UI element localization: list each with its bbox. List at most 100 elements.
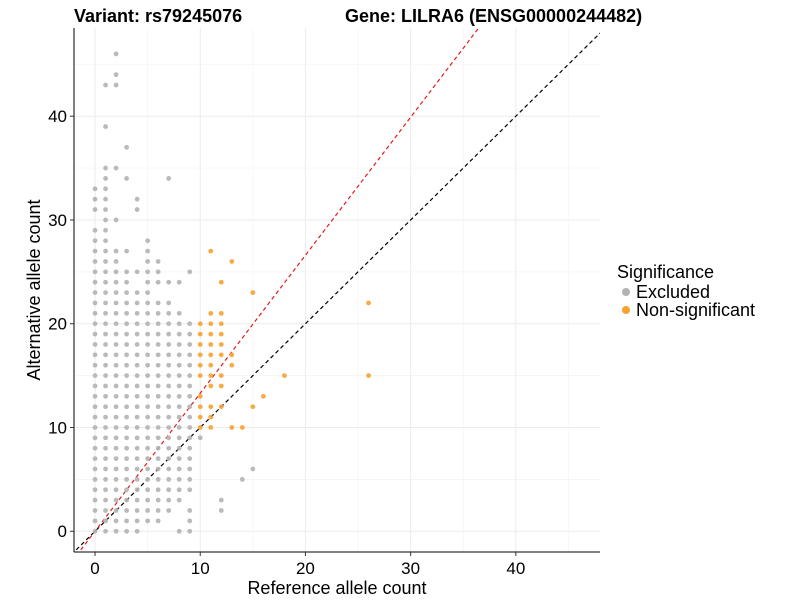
data-point-excluded — [113, 393, 119, 399]
data-point-excluded — [103, 445, 108, 451]
data-point-excluded — [145, 362, 151, 368]
data-point-excluded — [103, 518, 108, 524]
data-point-excluded — [124, 435, 129, 441]
data-point-excluded — [103, 414, 108, 420]
data-point-excluded — [103, 196, 108, 202]
data-point-excluded — [134, 518, 140, 524]
chart-title-gene: Gene: LILRA6 (ENSG00000244482) — [345, 6, 642, 26]
data-point-excluded — [92, 362, 98, 368]
data-point-excluded — [166, 425, 172, 430]
data-point-excluded — [166, 456, 172, 462]
data-point-excluded — [145, 321, 151, 327]
legend-label: Non-significant — [636, 300, 755, 320]
data-point-excluded — [134, 435, 140, 441]
data-point-excluded — [103, 321, 108, 327]
data-point-excluded — [166, 404, 172, 410]
x-tick-label: 30 — [401, 559, 420, 578]
data-point-excluded — [92, 383, 98, 389]
data-point-non-significant — [218, 352, 224, 358]
data-point-excluded — [166, 176, 172, 181]
data-point-non-significant — [229, 259, 235, 264]
data-point-excluded — [134, 196, 140, 202]
data-point-excluded — [134, 300, 140, 306]
data-point-excluded — [113, 456, 119, 462]
data-point-excluded — [134, 476, 140, 482]
data-point-non-significant — [208, 310, 214, 316]
y-tick-label: 10 — [48, 418, 67, 437]
data-point-excluded — [124, 518, 129, 524]
data-point-excluded — [103, 508, 108, 513]
y-tick-label: 30 — [48, 211, 67, 230]
data-point-excluded — [134, 373, 140, 379]
data-point-excluded — [103, 476, 108, 482]
data-point-excluded — [145, 331, 151, 337]
data-point-excluded — [155, 404, 161, 410]
data-point-excluded — [124, 248, 129, 254]
data-point-excluded — [187, 466, 193, 472]
data-point-excluded — [113, 269, 119, 275]
data-point-excluded — [134, 393, 140, 399]
data-point-excluded — [92, 445, 98, 451]
data-point-excluded — [187, 404, 193, 410]
data-point-excluded — [134, 321, 140, 327]
data-point-excluded — [113, 290, 119, 295]
data-point-excluded — [113, 248, 119, 254]
data-point-excluded — [145, 425, 151, 430]
data-point-excluded — [145, 404, 151, 410]
legend-key — [622, 288, 630, 296]
data-point-excluded — [176, 393, 182, 399]
data-point-non-significant — [208, 352, 214, 358]
data-point-excluded — [176, 404, 182, 410]
data-point-non-significant — [250, 404, 256, 410]
data-point-excluded — [155, 425, 161, 430]
data-point-excluded — [218, 497, 224, 503]
data-point-excluded — [155, 331, 161, 337]
data-point-excluded — [155, 342, 161, 347]
data-point-excluded — [103, 497, 108, 503]
data-point-excluded — [145, 466, 151, 472]
data-point-non-significant — [197, 331, 203, 337]
data-point-excluded — [187, 362, 193, 368]
data-point-excluded — [103, 362, 108, 368]
data-point-excluded — [113, 279, 119, 285]
data-point-non-significant — [208, 362, 214, 368]
data-point-excluded — [187, 342, 193, 347]
data-point-excluded — [166, 310, 172, 316]
data-point-excluded — [92, 393, 98, 399]
x-tick-label: 40 — [506, 559, 525, 578]
data-point-excluded — [113, 435, 119, 441]
data-point-excluded — [176, 373, 182, 379]
data-point-excluded — [155, 393, 161, 399]
data-point-excluded — [166, 508, 172, 513]
data-point-excluded — [176, 414, 182, 420]
data-point-non-significant — [197, 414, 203, 420]
data-point-excluded — [176, 383, 182, 389]
data-point-excluded — [166, 466, 172, 472]
data-point-excluded — [113, 497, 119, 503]
data-point-non-significant — [208, 373, 214, 379]
data-point-excluded — [134, 445, 140, 451]
data-point-excluded — [124, 310, 129, 316]
data-point-excluded — [124, 393, 129, 399]
data-point-excluded — [113, 528, 119, 534]
data-point-excluded — [124, 414, 129, 420]
legend-label: Excluded — [636, 282, 710, 302]
y-tick-label: 0 — [58, 522, 67, 541]
data-point-excluded — [155, 518, 161, 524]
data-point-excluded — [145, 518, 151, 524]
data-point-excluded — [92, 487, 98, 493]
data-point-excluded — [113, 487, 119, 493]
data-point-non-significant — [197, 342, 203, 347]
data-point-excluded — [176, 352, 182, 358]
data-point-excluded — [103, 207, 108, 212]
data-point-excluded — [113, 425, 119, 430]
data-point-excluded — [155, 487, 161, 493]
data-point-excluded — [92, 508, 98, 513]
data-point-excluded — [197, 435, 203, 441]
data-point-excluded — [124, 300, 129, 306]
data-point-non-significant — [218, 373, 224, 379]
data-point-excluded — [155, 373, 161, 379]
data-point-non-significant — [208, 404, 214, 410]
data-point-non-significant — [229, 425, 235, 430]
